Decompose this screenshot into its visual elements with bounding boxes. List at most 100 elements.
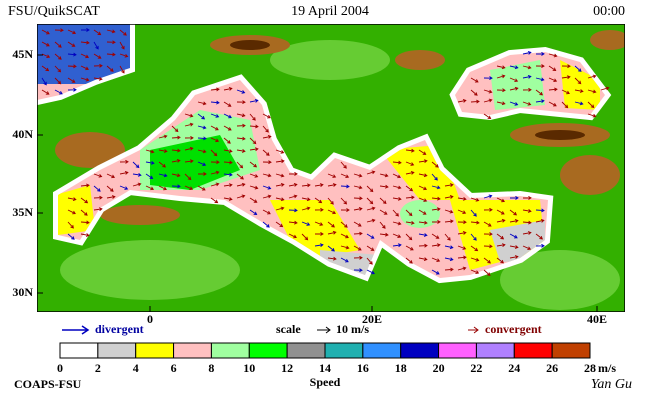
wind-arrow bbox=[249, 209, 258, 215]
wind-arrow bbox=[483, 207, 493, 212]
wind-arrow bbox=[275, 183, 285, 187]
footer-right: Yan Gu bbox=[591, 377, 632, 392]
wind-arrow bbox=[405, 171, 415, 175]
wind-arrow bbox=[340, 197, 348, 205]
wind-arrow bbox=[223, 113, 232, 119]
header-center: 19 April 2004 bbox=[291, 4, 369, 19]
wind-arrow bbox=[301, 221, 311, 226]
scale-arrow bbox=[317, 326, 331, 334]
wind-arrow bbox=[119, 41, 125, 50]
wind-arrow bbox=[197, 101, 207, 106]
wind-arrow bbox=[301, 183, 311, 188]
wind-arrow bbox=[249, 137, 257, 145]
colorbar: 0 2 4 6 8 10 12 14 16 18 20 22 24 26 28 bbox=[57, 342, 596, 375]
wind-arrow bbox=[210, 160, 220, 165]
wind-arrow bbox=[418, 197, 428, 202]
wind-arrow bbox=[80, 40, 90, 45]
lon-axis: 0 20E 40E bbox=[147, 306, 607, 326]
wind-arrow bbox=[457, 255, 467, 260]
wind-arrow bbox=[158, 134, 168, 139]
colorbar-label: 22 bbox=[470, 361, 482, 375]
wind-arrow bbox=[457, 231, 467, 235]
wind-arrow bbox=[197, 172, 207, 176]
wind-arrow bbox=[301, 233, 309, 241]
wind-arrow bbox=[431, 220, 441, 224]
wind-arrow bbox=[444, 267, 454, 272]
wind-arrow bbox=[171, 148, 181, 153]
wind-arrow bbox=[288, 233, 297, 239]
colorbar-swatch bbox=[135, 342, 175, 359]
wind-arrow bbox=[548, 77, 558, 83]
colorbar-label: 26 bbox=[546, 361, 558, 375]
wind-arrow bbox=[522, 101, 532, 106]
wind-arrow bbox=[587, 74, 597, 79]
wind-arrow bbox=[548, 53, 558, 58]
wind-arrow bbox=[405, 220, 415, 225]
colorbar-label: 14 bbox=[319, 361, 331, 375]
wind-arrow bbox=[314, 243, 324, 248]
wind-arrow bbox=[470, 99, 480, 104]
wind-arrow bbox=[509, 86, 519, 91]
wind-arrow bbox=[522, 245, 532, 251]
wind-arrow bbox=[184, 146, 194, 151]
wind-arrow bbox=[54, 53, 62, 60]
wind-arrow bbox=[327, 183, 337, 187]
wind-arrow bbox=[41, 29, 50, 35]
wind-arrow bbox=[392, 233, 402, 238]
wind-arrow bbox=[145, 173, 154, 180]
divergent-label: divergent bbox=[95, 322, 144, 336]
wind-arrow bbox=[210, 182, 220, 187]
wind-arrow bbox=[483, 269, 491, 276]
wind-arrow bbox=[106, 185, 114, 192]
wind-arrow bbox=[158, 149, 168, 153]
wind-arrow bbox=[197, 161, 207, 167]
convergent-arrow bbox=[468, 326, 479, 334]
lat-label: 45N bbox=[12, 47, 33, 61]
wind-arrow bbox=[366, 245, 375, 251]
wind-arrow bbox=[41, 77, 47, 86]
wind-arrow bbox=[340, 173, 350, 179]
wind-arrow bbox=[236, 182, 246, 187]
wind-arrow bbox=[405, 233, 413, 241]
wind-arrow bbox=[262, 134, 272, 139]
wind-arrow bbox=[340, 221, 348, 228]
wind-arrow bbox=[470, 89, 478, 96]
wind-arrow bbox=[210, 170, 220, 175]
wind-arrow bbox=[223, 172, 233, 177]
wind-arrow bbox=[119, 185, 129, 190]
wind-arrow bbox=[54, 77, 62, 85]
wind-arrow bbox=[496, 65, 506, 70]
wind-arrow bbox=[379, 221, 386, 229]
lat-axis: 45N 40N 35N 30N bbox=[12, 47, 43, 299]
wind-arrow bbox=[457, 209, 467, 214]
colorbar-swatch bbox=[400, 342, 440, 359]
map bbox=[37, 24, 625, 312]
wind-arrow bbox=[67, 209, 76, 215]
wind-arrow bbox=[223, 197, 233, 201]
wind-arrow bbox=[197, 136, 207, 141]
wind-arrow bbox=[262, 160, 272, 165]
wind-arrow bbox=[210, 113, 220, 118]
wind-arrow bbox=[353, 245, 362, 251]
colorbar-swatch bbox=[59, 342, 99, 359]
wind-arrow bbox=[496, 197, 506, 203]
wind-arrow bbox=[522, 75, 532, 79]
wind-arrow bbox=[353, 196, 363, 201]
wind-arrow bbox=[418, 185, 428, 191]
wind-arrow bbox=[418, 220, 428, 225]
wind-arrow bbox=[145, 149, 155, 154]
colorbar-swatch bbox=[513, 342, 553, 359]
wind-arrow bbox=[327, 256, 337, 261]
wind-arrow bbox=[249, 113, 256, 121]
wind-arrow bbox=[301, 206, 311, 211]
wind-arrow bbox=[54, 41, 62, 48]
colorbar-unit: m/s bbox=[598, 361, 616, 375]
colorbar-title: Speed bbox=[310, 375, 341, 389]
wind-arrow bbox=[249, 197, 258, 203]
wind-arrows bbox=[41, 28, 610, 276]
wind-arrow bbox=[197, 185, 206, 191]
footer-left: COAPS-FSU bbox=[14, 377, 82, 391]
wind-arrow bbox=[236, 136, 246, 141]
wind-arrow bbox=[392, 160, 402, 165]
